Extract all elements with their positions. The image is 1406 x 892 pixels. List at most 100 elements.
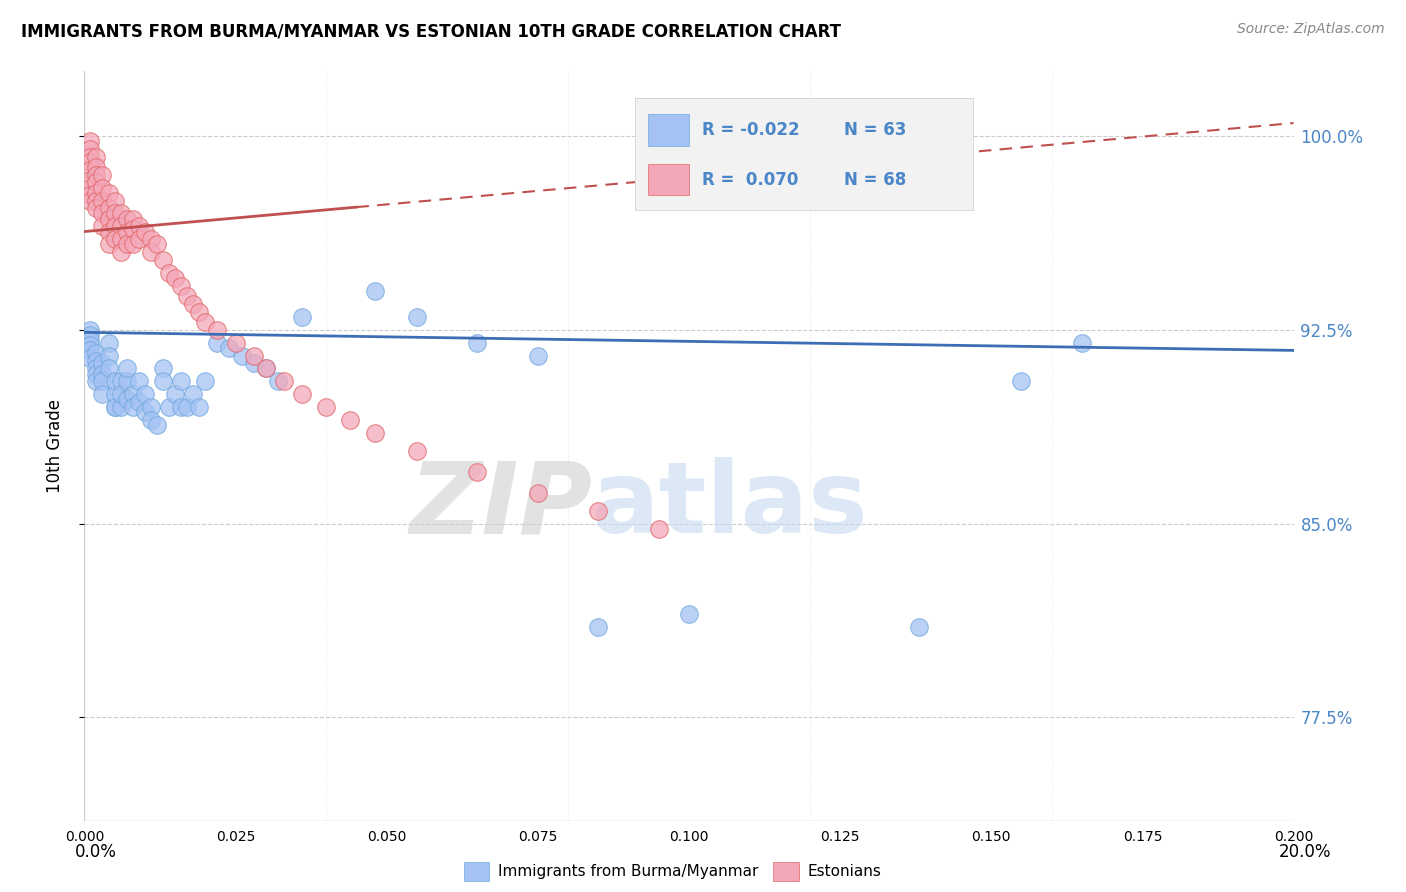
- Point: [86, 361, 108, 376]
- Point: [181, 297, 204, 311]
- Point: [86, 346, 108, 360]
- Point: [406, 444, 429, 458]
- Point: [128, 232, 150, 246]
- Point: [79, 150, 101, 164]
- Point: [181, 387, 204, 401]
- Point: [152, 252, 174, 267]
- Point: [128, 375, 150, 389]
- Point: [267, 375, 290, 389]
- Point: [110, 219, 132, 234]
- Text: ZIP: ZIP: [409, 458, 592, 555]
- Point: [79, 173, 101, 187]
- Point: [225, 335, 247, 350]
- Point: [86, 367, 108, 381]
- Point: [527, 349, 550, 363]
- Point: [79, 327, 101, 342]
- Point: [110, 245, 132, 260]
- Point: [139, 232, 162, 246]
- Point: [79, 162, 101, 177]
- Point: [104, 194, 127, 208]
- Point: [104, 375, 127, 389]
- Text: Estonians: Estonians: [807, 864, 882, 879]
- Point: [79, 134, 101, 148]
- Point: [291, 310, 314, 324]
- Point: [165, 271, 187, 285]
- Point: [678, 607, 700, 621]
- Point: [115, 211, 138, 226]
- Point: [128, 219, 150, 234]
- Point: [86, 168, 108, 182]
- Point: [104, 387, 127, 401]
- Point: [97, 186, 120, 200]
- Text: IMMIGRANTS FROM BURMA/MYANMAR VS ESTONIAN 10TH GRADE CORRELATION CHART: IMMIGRANTS FROM BURMA/MYANMAR VS ESTONIA…: [21, 22, 841, 40]
- Point: [91, 206, 114, 220]
- Point: [97, 202, 120, 216]
- Point: [363, 426, 385, 441]
- Point: [97, 211, 120, 226]
- Point: [104, 401, 127, 415]
- Point: [139, 413, 162, 427]
- Point: [104, 206, 127, 220]
- Point: [104, 232, 127, 246]
- Point: [86, 160, 108, 174]
- Point: [170, 278, 193, 293]
- Point: [97, 335, 120, 350]
- Point: [152, 361, 174, 376]
- Text: 20.0%: 20.0%: [1278, 843, 1331, 861]
- Point: [1071, 335, 1094, 350]
- Point: [134, 225, 156, 239]
- Point: [86, 176, 108, 190]
- Point: [121, 387, 143, 401]
- Point: [194, 375, 217, 389]
- Point: [139, 401, 162, 415]
- Point: [194, 315, 217, 329]
- Point: [79, 333, 101, 347]
- Point: [115, 225, 138, 239]
- Point: [115, 361, 138, 376]
- Point: [86, 150, 108, 164]
- Point: [588, 503, 610, 517]
- Point: [146, 237, 169, 252]
- Point: [79, 142, 101, 156]
- Point: [907, 620, 929, 634]
- Point: [91, 387, 114, 401]
- Point: [79, 194, 101, 208]
- Point: [79, 338, 101, 352]
- Point: [79, 343, 101, 358]
- Point: [467, 465, 489, 479]
- Point: [467, 335, 489, 350]
- Point: [79, 351, 101, 366]
- Point: [79, 323, 101, 337]
- Text: Immigrants from Burma/Myanmar: Immigrants from Burma/Myanmar: [498, 864, 758, 879]
- Text: 0.0%: 0.0%: [75, 843, 117, 861]
- Point: [110, 401, 132, 415]
- Point: [157, 401, 180, 415]
- Point: [165, 387, 187, 401]
- Point: [406, 310, 429, 324]
- Point: [115, 392, 138, 407]
- Point: [79, 188, 101, 202]
- Y-axis label: 10th Grade: 10th Grade: [45, 399, 63, 493]
- Point: [115, 237, 138, 252]
- Point: [315, 401, 337, 415]
- Point: [79, 154, 101, 169]
- Point: [254, 361, 277, 376]
- Point: [231, 349, 253, 363]
- Point: [97, 225, 120, 239]
- Point: [110, 232, 132, 246]
- Point: [176, 401, 198, 415]
- Point: [339, 413, 361, 427]
- Point: [91, 375, 114, 389]
- Point: [218, 341, 240, 355]
- Point: [86, 194, 108, 208]
- Point: [121, 237, 143, 252]
- Point: [139, 245, 162, 260]
- Point: [134, 405, 156, 419]
- Point: [170, 375, 193, 389]
- Point: [176, 289, 198, 303]
- Point: [157, 266, 180, 280]
- Point: [110, 206, 132, 220]
- Point: [104, 219, 127, 234]
- Point: [363, 284, 385, 298]
- Point: [97, 349, 120, 363]
